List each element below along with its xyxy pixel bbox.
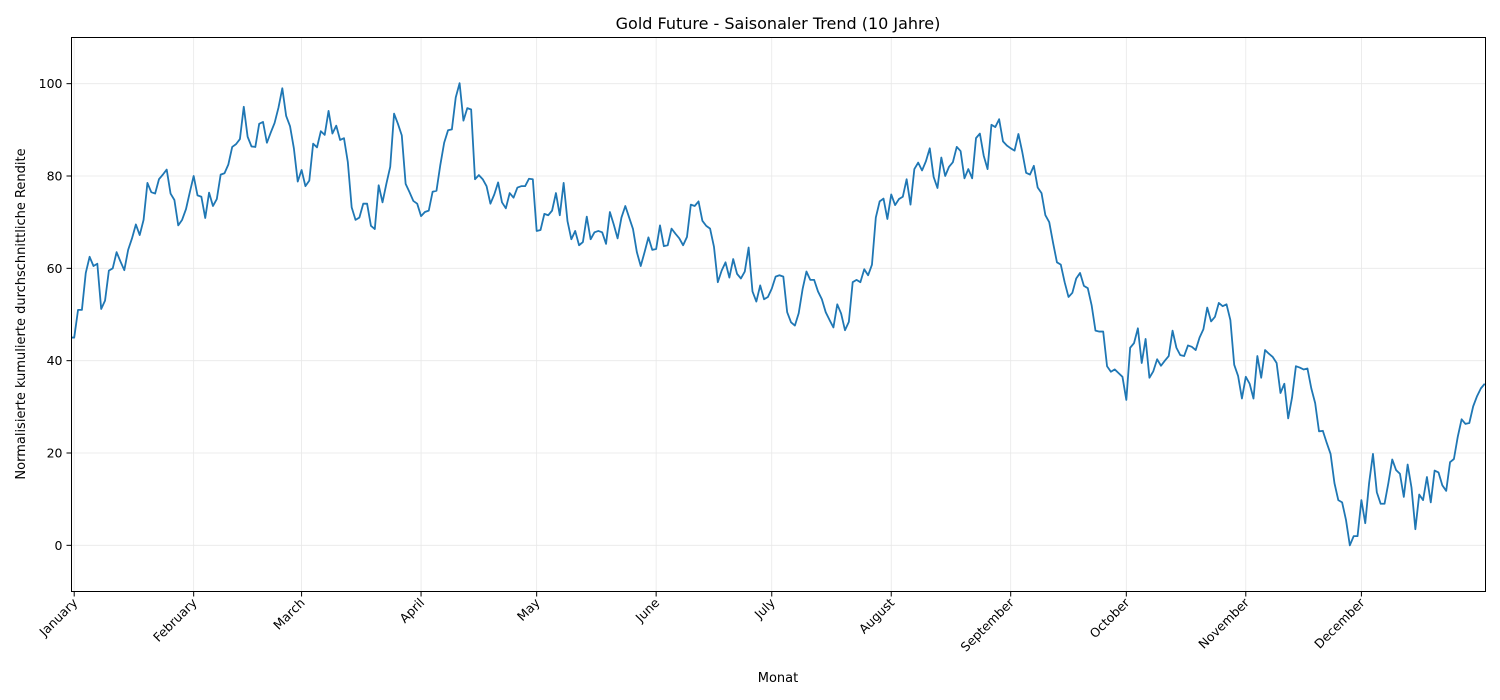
chart-title: Gold Future - Saisonaler Trend (10 Jahre… xyxy=(616,14,941,33)
ticks-layer: 0 20 40 60 80 100 January February March April May… xyxy=(35,76,1368,654)
plot-frame xyxy=(71,37,1486,592)
x-axis-label: Monat xyxy=(758,671,798,686)
y-axis-label: Normalisierte kumulierte durchschnittlic… xyxy=(14,148,29,479)
x-tick-label: August xyxy=(856,595,898,637)
grid-layer xyxy=(71,37,1486,592)
y-tick-label: 40 xyxy=(47,353,63,368)
x-tick-label: June xyxy=(632,595,663,626)
x-tick-label: July xyxy=(751,595,779,623)
x-tick-label: September xyxy=(957,594,1017,654)
y-tick-label: 60 xyxy=(47,261,63,276)
y-tick-label: 20 xyxy=(47,446,63,461)
x-tick-label: November xyxy=(1195,594,1252,651)
series-line xyxy=(71,82,1486,547)
y-tick-label: 80 xyxy=(47,169,63,184)
y-tick-label: 100 xyxy=(39,76,63,91)
x-tick-label: May xyxy=(514,595,543,624)
x-tick-label: October xyxy=(1086,594,1133,641)
y-tick-label: 0 xyxy=(55,538,63,553)
x-tick-label: January xyxy=(35,595,80,640)
x-tick-label: December xyxy=(1311,594,1368,651)
x-tick-label: April xyxy=(396,595,427,626)
x-tick-label: February xyxy=(150,595,200,645)
x-tick-label: March xyxy=(270,595,308,633)
